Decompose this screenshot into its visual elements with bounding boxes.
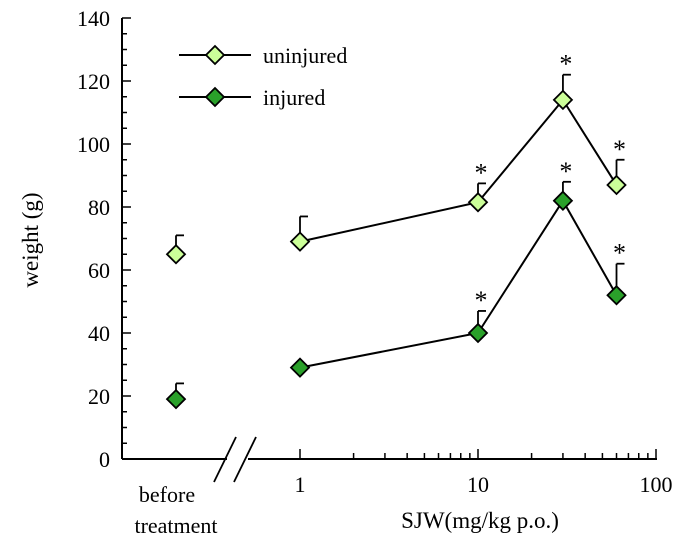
y-tick-label: 0 bbox=[99, 447, 110, 472]
data-point-uninjured bbox=[467, 192, 489, 213]
y-tick-label: 20 bbox=[88, 384, 110, 409]
data-point-injured bbox=[289, 357, 311, 378]
legend-label-uninjured: uninjured bbox=[263, 43, 347, 68]
axis-break-mark-2 bbox=[233, 436, 257, 483]
baseline-label-line2: treatment bbox=[134, 513, 217, 538]
significance-asterisk: * bbox=[559, 50, 572, 79]
data-point-before-injured bbox=[165, 388, 187, 410]
data-point-injured bbox=[467, 322, 489, 344]
data-point-injured bbox=[552, 190, 574, 211]
x-tick-label: 1 bbox=[295, 472, 306, 497]
x-tick-label: 100 bbox=[640, 472, 673, 497]
y-tick-label: 120 bbox=[77, 69, 110, 94]
x-tick-label: 10 bbox=[467, 472, 489, 497]
significance-asterisk: * bbox=[475, 286, 488, 315]
baseline-label-line1: before bbox=[139, 482, 195, 507]
y-tick-label: 100 bbox=[77, 132, 110, 157]
significance-asterisk: * bbox=[559, 157, 572, 186]
axis-break-mark-1 bbox=[213, 436, 237, 483]
y-tick-label: 60 bbox=[88, 258, 110, 283]
legend-marker-injured bbox=[204, 86, 226, 108]
y-axis-title: weight (g) bbox=[18, 192, 43, 287]
data-point-injured bbox=[606, 284, 627, 306]
significance-asterisk: * bbox=[613, 135, 626, 164]
series-line-injured bbox=[299, 198, 618, 369]
y-tick-label: 80 bbox=[88, 195, 110, 220]
data-point-uninjured bbox=[606, 174, 627, 196]
data-point-before-uninjured bbox=[165, 243, 187, 265]
series-line-uninjured bbox=[299, 98, 618, 243]
significance-asterisk: * bbox=[613, 239, 626, 268]
significance-asterisk: * bbox=[475, 158, 488, 187]
x-axis-title: SJW(mg/kg p.o.) bbox=[401, 508, 559, 533]
y-tick-label: 40 bbox=[88, 321, 110, 346]
legend-marker-uninjured bbox=[204, 44, 226, 66]
legend-label-injured: injured bbox=[263, 85, 325, 110]
data-point-uninjured bbox=[552, 89, 574, 111]
y-tick-label: 140 bbox=[77, 6, 110, 31]
data-point-uninjured bbox=[289, 231, 311, 252]
